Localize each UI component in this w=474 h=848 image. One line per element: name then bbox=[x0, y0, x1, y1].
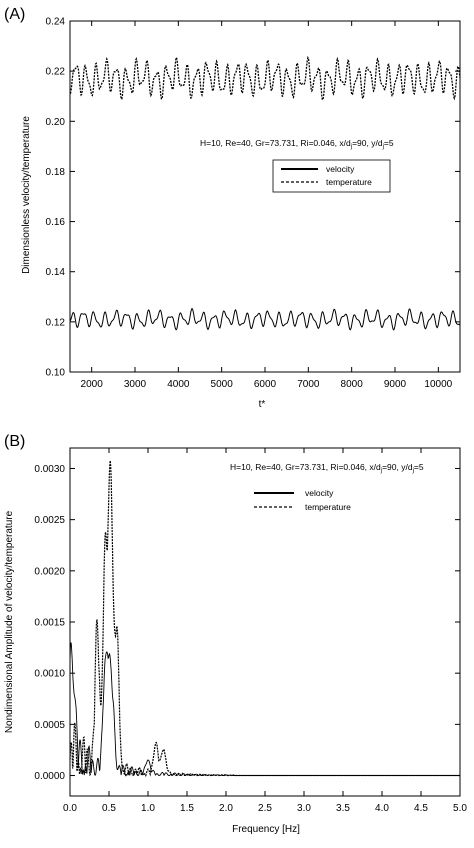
panel-a-legend-velocity-label: velocity bbox=[326, 164, 355, 174]
panel-b-x-tick-label: 0.0 bbox=[63, 803, 77, 814]
panel-a-x-tick-label: 5000 bbox=[211, 379, 234, 390]
panel-a-annotation-sub-2: j bbox=[382, 144, 384, 150]
panel-b-x-tick-label: 3.5 bbox=[336, 803, 350, 814]
panel-a-x-axis: 2000 3000 4000 5000 6000 7000 8000 9000 10000 bbox=[81, 21, 453, 390]
panel-b-x-tick-label: 1.5 bbox=[180, 803, 194, 814]
panel-a-x-tick-label: 6000 bbox=[254, 379, 277, 390]
panel-a-annotation-sub-1: j bbox=[350, 144, 352, 150]
panel-b-legend-velocity-label: velocity bbox=[305, 488, 334, 498]
panel-a-annotation: H=10, Re=40, Gr=73.731, Ri=0.046, x/dj=9… bbox=[200, 138, 394, 150]
svg-text:H=10, Re=40, Gr=73.731, Ri=0.0: H=10, Re=40, Gr=73.731, Ri=0.046, x/dj=9… bbox=[200, 138, 394, 150]
panel-b-annotation-text: H=10, Re=40, Gr=73.731, Ri=0.046, x/d bbox=[230, 462, 381, 472]
panel-b-annotation-text-2: =90, y/d bbox=[382, 462, 413, 472]
panel-b-legend: velocity temperature bbox=[254, 488, 351, 512]
panel-a-annotation-text: H=10, Re=40, Gr=73.731, Ri=0.046, x/d bbox=[200, 138, 351, 148]
panel-a-temperature-series bbox=[69, 55, 461, 101]
panel-b-x-tick-label: 1.0 bbox=[141, 803, 155, 814]
panel-b-x-tick-label: 5.0 bbox=[453, 803, 467, 814]
panel-b-velocity-series bbox=[69, 642, 460, 777]
panel-b-x-tick-label: 3.0 bbox=[297, 803, 311, 814]
panel-b-y-tick-label: 0.0020 bbox=[34, 566, 65, 577]
panel-b-annotation-sub-1: j bbox=[380, 468, 382, 474]
panel-a-x-tick-label: 10000 bbox=[424, 379, 452, 390]
panel-a-velocity-series bbox=[69, 307, 461, 331]
panel-b-y-axis: 0.0000 0.0005 0.0010 0.0015 0.0020 0.0025 0.00… bbox=[34, 464, 460, 782]
panel-a-x-tick-label: 7000 bbox=[297, 379, 320, 390]
panel-a-x-tick-label: 2000 bbox=[81, 379, 104, 390]
panel-a-y-axis-label: Dimensionless velocity/temperature bbox=[21, 116, 32, 274]
panel-a-y-tick-label: 0.16 bbox=[46, 217, 66, 228]
panel-a-y-axis: 0.10 0.12 0.14 0.16 0.18 0.20 0.22 0.24 bbox=[46, 17, 460, 379]
panel-b-y-tick-label: 0.0010 bbox=[34, 669, 65, 680]
panel-a: (A) 0.10 0.12 0.14 0.16 0.18 0.20 0.22 0.24 200… bbox=[4, 6, 461, 410]
panel-b-y-tick-label: 0.0030 bbox=[34, 464, 65, 475]
panel-b-x-tick-label: 2.0 bbox=[219, 803, 233, 814]
panel-a-legend-temperature-label: temperature bbox=[326, 177, 372, 187]
panel-b-plot-frame bbox=[69, 447, 461, 797]
panel-b-x-tick-label: 0.5 bbox=[102, 803, 116, 814]
panel-b-y-tick-label: 0.0025 bbox=[34, 515, 65, 526]
panel-b-y-tick-label: 0.0000 bbox=[34, 771, 65, 782]
panel-b-temperature-series bbox=[69, 460, 460, 778]
panel-b-label: (B) bbox=[4, 433, 25, 450]
panel-a-annotation-text-3: =5 bbox=[384, 138, 394, 148]
svg-text:H=10, Re=40, Gr=73.731, Ri=0.0: H=10, Re=40, Gr=73.731, Ri=0.046, x/dj=9… bbox=[230, 462, 424, 474]
panel-a-label: (A) bbox=[4, 6, 25, 23]
panel-a-y-tick-label: 0.20 bbox=[46, 117, 66, 128]
panel-a-annotation-text-2: =90, y/d bbox=[352, 138, 383, 148]
panel-a-x-axis-label: t* bbox=[259, 399, 266, 410]
panel-a-y-tick-label: 0.18 bbox=[46, 167, 66, 178]
panel-a-legend-box bbox=[272, 159, 391, 193]
panel-a-y-tick-label: 0.22 bbox=[46, 67, 66, 78]
panel-b-x-axis-label: Frequency [Hz] bbox=[232, 824, 300, 835]
panel-a-x-tick-label: 3000 bbox=[124, 379, 147, 390]
panel-a-x-tick-label: 8000 bbox=[341, 379, 364, 390]
panel-b-legend-temperature-label: temperature bbox=[305, 502, 351, 512]
panel-b-annotation-sub-2: j bbox=[412, 468, 414, 474]
panel-b-y-tick-label: 0.0005 bbox=[34, 720, 65, 731]
panel-b-x-tick-label: 2.5 bbox=[258, 803, 272, 814]
panel-b-y-tick-label: 0.0015 bbox=[34, 618, 65, 629]
panel-a-y-tick-label: 0.14 bbox=[46, 267, 66, 278]
panel-b-annotation: H=10, Re=40, Gr=73.731, Ri=0.046, x/dj=9… bbox=[230, 462, 424, 474]
panel-a-y-tick-label: 0.12 bbox=[46, 317, 66, 328]
panel-a-y-tick-label: 0.10 bbox=[46, 368, 66, 379]
panel-a-x-tick-label: 4000 bbox=[167, 379, 190, 390]
panel-b: (B) 0.0000 0.0005 0.0010 0.0015 0.0020 0.0025… bbox=[4, 433, 467, 835]
panel-a-legend: velocity temperature bbox=[272, 159, 391, 193]
panel-a-x-tick-label: 9000 bbox=[384, 379, 407, 390]
panel-b-x-axis: 0.0 0.5 1.0 1.5 2.0 2.5 3.0 3.5 4.0 4.5 5.0 bbox=[63, 448, 467, 814]
panel-a-y-tick-label: 0.24 bbox=[46, 17, 66, 28]
panel-b-x-tick-label: 4.5 bbox=[414, 803, 428, 814]
panel-b-x-tick-label: 4.0 bbox=[375, 803, 389, 814]
panel-b-annotation-text-3: =5 bbox=[414, 462, 424, 472]
panel-b-y-axis-label: Nondimensional Amplitude of velocity/tem… bbox=[4, 510, 15, 733]
